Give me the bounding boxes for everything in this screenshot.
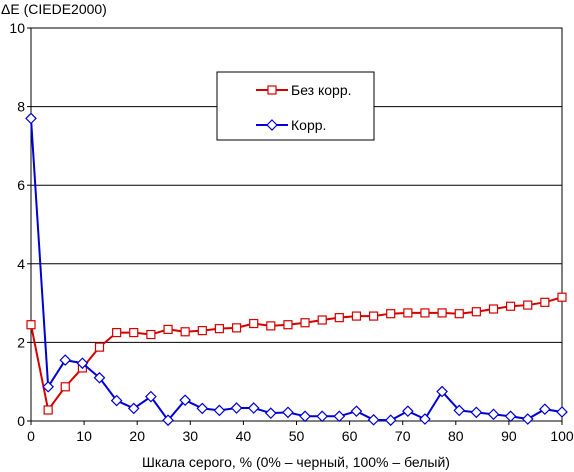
x-tick-label-40: 40 [236, 428, 252, 444]
series-2-point-18 [333, 410, 346, 423]
series-1-point-21 [386, 309, 396, 319]
y-tick-label-0: 0 [17, 413, 25, 429]
series-1-point-27 [488, 304, 499, 314]
series-2-point-17 [316, 410, 329, 423]
legend-item-2: Корр. [256, 117, 326, 133]
series-2 [25, 112, 568, 427]
series-1-point-23 [420, 308, 430, 318]
series-2-point-29 [521, 413, 534, 425]
y-tick-label-2: 2 [17, 334, 25, 350]
series-1-point-14 [266, 321, 276, 331]
series-1-point-30 [540, 297, 550, 307]
series-2-point-10 [196, 402, 209, 415]
series-2-point-5 [110, 394, 123, 407]
y-tick-label-6: 6 [17, 177, 25, 193]
series-1-point-0 [26, 320, 36, 330]
series-1-point-25 [454, 309, 464, 319]
series-1-point-20 [369, 311, 379, 321]
x-tick-label-10: 10 [76, 428, 92, 444]
series-1-point-24 [437, 308, 447, 318]
series-2-point-24 [436, 385, 448, 398]
series-2-point-27 [487, 408, 500, 421]
x-tick-label-60: 60 [342, 428, 358, 444]
x-tick-label-100: 100 [550, 428, 574, 444]
series-2-point-25 [453, 404, 466, 417]
series-2-point-1 [42, 380, 54, 393]
x-tick-label-90: 90 [501, 428, 517, 444]
series-2-point-23 [419, 413, 431, 425]
series-1-point-26 [471, 307, 481, 317]
series-1-point-9 [180, 327, 190, 337]
series-2-point-16 [299, 410, 311, 423]
series-2-point-3 [76, 357, 89, 370]
legend-label-1: Без корр. [291, 82, 352, 98]
series-1-point-16 [300, 318, 310, 328]
x-tick-label-20: 20 [129, 428, 145, 444]
y-tick-label-10: 10 [9, 20, 25, 36]
series-1-point-18 [334, 313, 344, 323]
series-2-point-11 [213, 404, 226, 417]
series-2-point-21 [384, 414, 397, 427]
series-2-point-6 [127, 402, 140, 415]
series-2-point-13 [247, 402, 260, 414]
series-1-point-2 [60, 382, 70, 392]
y-tick-label-4: 4 [17, 256, 25, 272]
series-2-point-0 [25, 112, 37, 125]
series-1-point-12 [231, 323, 242, 333]
series-1-point-4 [94, 342, 105, 352]
series-2-point-20 [367, 413, 380, 426]
x-tick-label-30: 30 [183, 428, 199, 444]
series-1-point-13 [249, 318, 259, 329]
series-1 [26, 292, 567, 415]
series-1-point-11 [214, 324, 224, 334]
series-1-point-29 [523, 300, 533, 310]
series-1-point-22 [403, 308, 413, 318]
legend-box [216, 71, 375, 141]
series-2-point-14 [264, 407, 277, 419]
series-2-point-12 [230, 402, 243, 414]
series-2-point-2 [59, 354, 72, 366]
x-tick-label-80: 80 [448, 428, 464, 444]
series-2-point-4 [93, 371, 106, 384]
y-tick-label-8: 8 [17, 99, 25, 115]
x-tick-label-70: 70 [395, 428, 411, 444]
series-2-point-30 [539, 403, 551, 416]
series-2-point-8 [162, 414, 174, 427]
series-2-point-31 [556, 406, 568, 418]
legend-marker-1 [267, 85, 277, 95]
series-1-point-8 [163, 324, 173, 335]
series-2-point-26 [470, 406, 483, 419]
legend-marker-2 [266, 119, 278, 131]
series-2-point-9 [179, 394, 191, 407]
series-1-point-31 [557, 292, 567, 302]
legend-item-1: Без корр. [256, 82, 352, 98]
legend-label-2: Корр. [291, 117, 326, 133]
series-1-point-15 [283, 320, 293, 330]
series-1-point-19 [351, 311, 362, 321]
series-2-point-15 [282, 406, 294, 419]
series-1-point-5 [112, 327, 122, 338]
series-2-line [30, 118, 563, 422]
series-1-point-6 [129, 327, 139, 338]
series-1-point-1 [43, 405, 53, 415]
series-1-point-28 [505, 301, 516, 311]
legend: Без корр. Корр. [216, 71, 375, 141]
series-1-point-10 [197, 326, 207, 336]
series-1-point-17 [317, 315, 327, 325]
series-1-point-7 [146, 329, 156, 340]
x-tick-label-50: 50 [289, 428, 305, 444]
series-2-point-19 [350, 405, 363, 418]
series-2-point-7 [145, 390, 157, 403]
series-2-point-28 [504, 410, 517, 423]
y-axis-title: ΔE (CIEDE2000) [1, 1, 107, 17]
x-axis-title: Шкала серого, % (0% – черный, 100% – бел… [142, 454, 450, 470]
x-tick-label-0: 0 [27, 428, 35, 444]
series-2-point-22 [402, 405, 414, 418]
